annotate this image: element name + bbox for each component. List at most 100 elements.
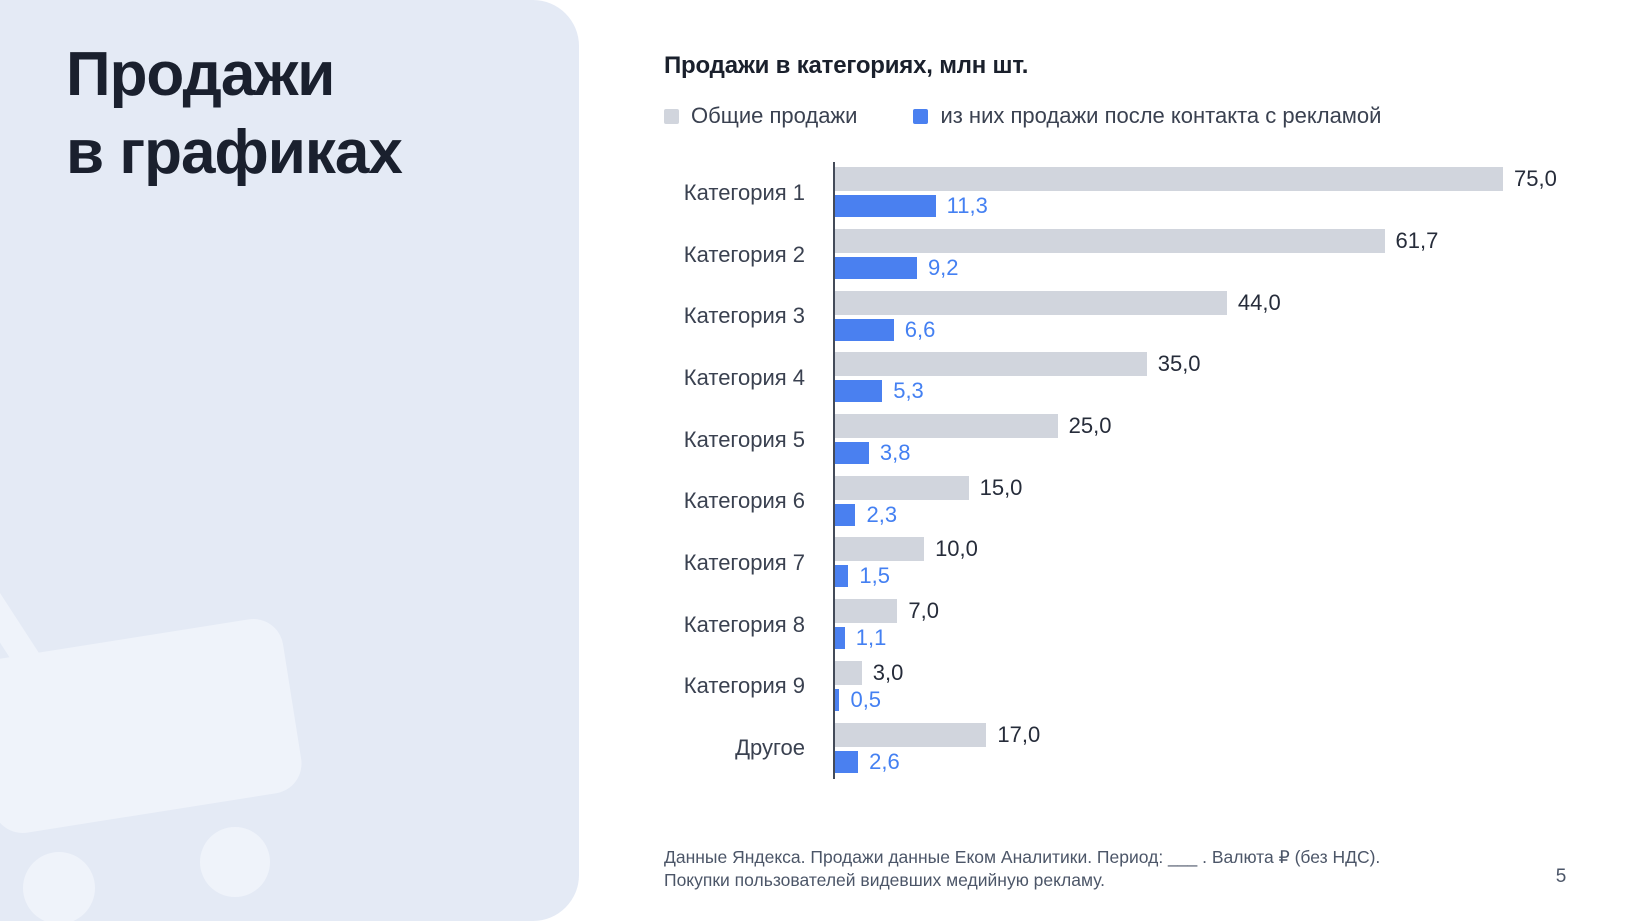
ad-sales-value: 2,6 <box>869 748 900 774</box>
chart-area: Продажи в категориях, млн шт. Общие прод… <box>664 52 1594 779</box>
category-bars: 61,7 9,2 <box>833 223 1594 286</box>
total-sales-value: 25,0 <box>1068 413 1112 439</box>
cart-wheel-right <box>200 827 270 897</box>
ad-sales-bar <box>835 442 869 465</box>
category-label: Категория 7 <box>683 549 805 575</box>
category-label: Категория 4 <box>683 364 805 390</box>
total-sales-bar-line: 44,0 <box>835 290 1594 316</box>
total-sales-bar <box>835 352 1147 377</box>
ad-sales-value: 1,1 <box>855 625 887 651</box>
slide-title-line-2: в графиках <box>66 118 403 188</box>
slide-title-line-1: Продажи <box>66 40 335 109</box>
chart-legend: Общие продажи из них продажи после конта… <box>664 103 1594 129</box>
category-bars: 7,0 1,1 <box>833 593 1594 656</box>
ad-sales-bar-line: 3,8 <box>835 440 1594 466</box>
total-sales-bar <box>835 660 862 685</box>
ad-sales-bar-line: 1,1 <box>835 625 1594 651</box>
legend-swatch-ad-sales <box>913 108 929 124</box>
total-sales-value: 75,0 <box>1514 166 1557 192</box>
ad-sales-value: 6,6 <box>904 316 936 342</box>
total-sales-value: 3,0 <box>872 659 904 685</box>
total-sales-value: 44,0 <box>1237 289 1281 315</box>
total-sales-bar-line: 10,0 <box>835 536 1594 562</box>
cart-wheel-left <box>23 852 95 921</box>
total-sales-bar <box>835 167 1503 192</box>
chart-row: Категория 4 35,0 5,3 <box>664 347 1594 409</box>
ad-sales-value: 1,5 <box>859 563 890 589</box>
ad-sales-value: 11,3 <box>946 193 988 219</box>
ad-sales-bar <box>835 688 840 711</box>
ad-sales-bar <box>835 750 859 773</box>
total-sales-bar <box>835 537 925 562</box>
total-sales-value: 17,0 <box>997 721 1041 747</box>
ad-sales-value: 0,5 <box>850 686 882 712</box>
bar-chart: Категория 1 75,0 11,3 Категория 2 61,7 9,2 Кат… <box>664 162 1594 779</box>
category-bars: 35,0 5,3 <box>833 347 1594 409</box>
total-sales-bar-line: 15,0 <box>835 475 1594 501</box>
left-panel: Продажи в графиках <box>0 0 579 921</box>
category-bars: 10,0 1,5 <box>833 532 1594 594</box>
category-label: Категория 9 <box>683 673 805 699</box>
total-sales-value: 15,0 <box>979 474 1023 500</box>
slide-title: Продажи в графиках <box>66 36 403 192</box>
chart-row: Категория 8 7,0 1,1 <box>664 593 1594 656</box>
total-sales-bar-line: 3,0 <box>835 660 1594 686</box>
chart-row: Категория 2 61,7 9,2 <box>664 223 1594 286</box>
ad-sales-bar-line: 6,6 <box>835 317 1594 343</box>
ad-sales-bar-line: 1,5 <box>835 563 1594 589</box>
total-sales-bar-line: 17,0 <box>835 722 1594 748</box>
chart-row: Другое 17,0 2,6 <box>664 717 1594 779</box>
category-label: Категория 8 <box>683 611 805 637</box>
category-bars: 44,0 6,6 <box>833 285 1594 348</box>
footnote: Данные Яндекса. Продажи данные Еком Анал… <box>664 847 1381 891</box>
total-sales-value: 10,0 <box>935 536 978 562</box>
category-label: Категория 6 <box>683 488 805 514</box>
category-label: Категория 3 <box>683 303 805 329</box>
page-number: 5 <box>1555 866 1567 887</box>
total-sales-bar <box>835 229 1385 254</box>
legend-swatch-total-sales <box>664 108 679 124</box>
ad-sales-bar <box>835 503 856 526</box>
ad-sales-value: 5,3 <box>893 378 924 404</box>
total-sales-bar-line: 61,7 <box>835 228 1594 254</box>
chart-row: Категория 6 15,0 2,3 <box>664 470 1594 533</box>
ad-sales-bar <box>835 627 845 650</box>
ad-sales-bar-line: 5,3 <box>835 378 1594 404</box>
ad-sales-bar <box>835 195 936 218</box>
legend-label-ad-sales: из них продажи после контакта с рекламой <box>940 103 1382 128</box>
category-bars: 3,0 0,5 <box>833 655 1594 718</box>
legend-label-total-sales: Общие продажи <box>691 103 858 128</box>
total-sales-bar <box>835 599 898 624</box>
total-sales-bar-line: 35,0 <box>835 351 1594 377</box>
chart-row: Категория 7 10,0 1,5 <box>664 532 1594 594</box>
ad-sales-bar-line: 2,3 <box>835 502 1594 528</box>
ad-sales-bar <box>835 565 849 588</box>
ad-sales-bar-line: 9,2 <box>835 255 1594 281</box>
total-sales-bar-line: 75,0 <box>835 166 1594 192</box>
total-sales-bar <box>835 722 987 747</box>
legend-item-total-sales: Общие продажи <box>664 103 857 129</box>
category-label: Категория 1 <box>683 179 805 205</box>
ad-sales-value: 9,2 <box>927 255 959 281</box>
chart-row: Категория 1 75,0 11,3 <box>664 162 1594 224</box>
shopping-cart-icon <box>0 0 579 921</box>
chart-title: Продажи в категориях, млн шт. <box>664 52 1029 79</box>
ad-sales-bar-line: 11,3 <box>835 193 1594 219</box>
category-bars: 75,0 11,3 <box>833 162 1594 224</box>
ad-sales-bar <box>835 380 883 403</box>
chart-row: Категория 5 25,0 3,8 <box>664 408 1594 471</box>
category-bars: 17,0 2,6 <box>833 717 1594 779</box>
ad-sales-value: 2,3 <box>866 501 898 527</box>
ad-sales-bar-line: 0,5 <box>835 687 1594 713</box>
category-label: Другое <box>735 735 805 761</box>
ad-sales-bar <box>835 318 894 341</box>
total-sales-bar <box>835 475 969 500</box>
legend-item-ad-sales: из них продажи после контакта с рекламой <box>913 103 1381 129</box>
category-label: Категория 2 <box>683 241 805 267</box>
total-sales-value: 61,7 <box>1395 228 1439 254</box>
total-sales-bar-line: 7,0 <box>835 598 1594 624</box>
total-sales-bar <box>835 290 1227 315</box>
chart-row: Категория 9 3,0 0,5 <box>664 655 1594 718</box>
total-sales-value: 35,0 <box>1157 351 1201 377</box>
